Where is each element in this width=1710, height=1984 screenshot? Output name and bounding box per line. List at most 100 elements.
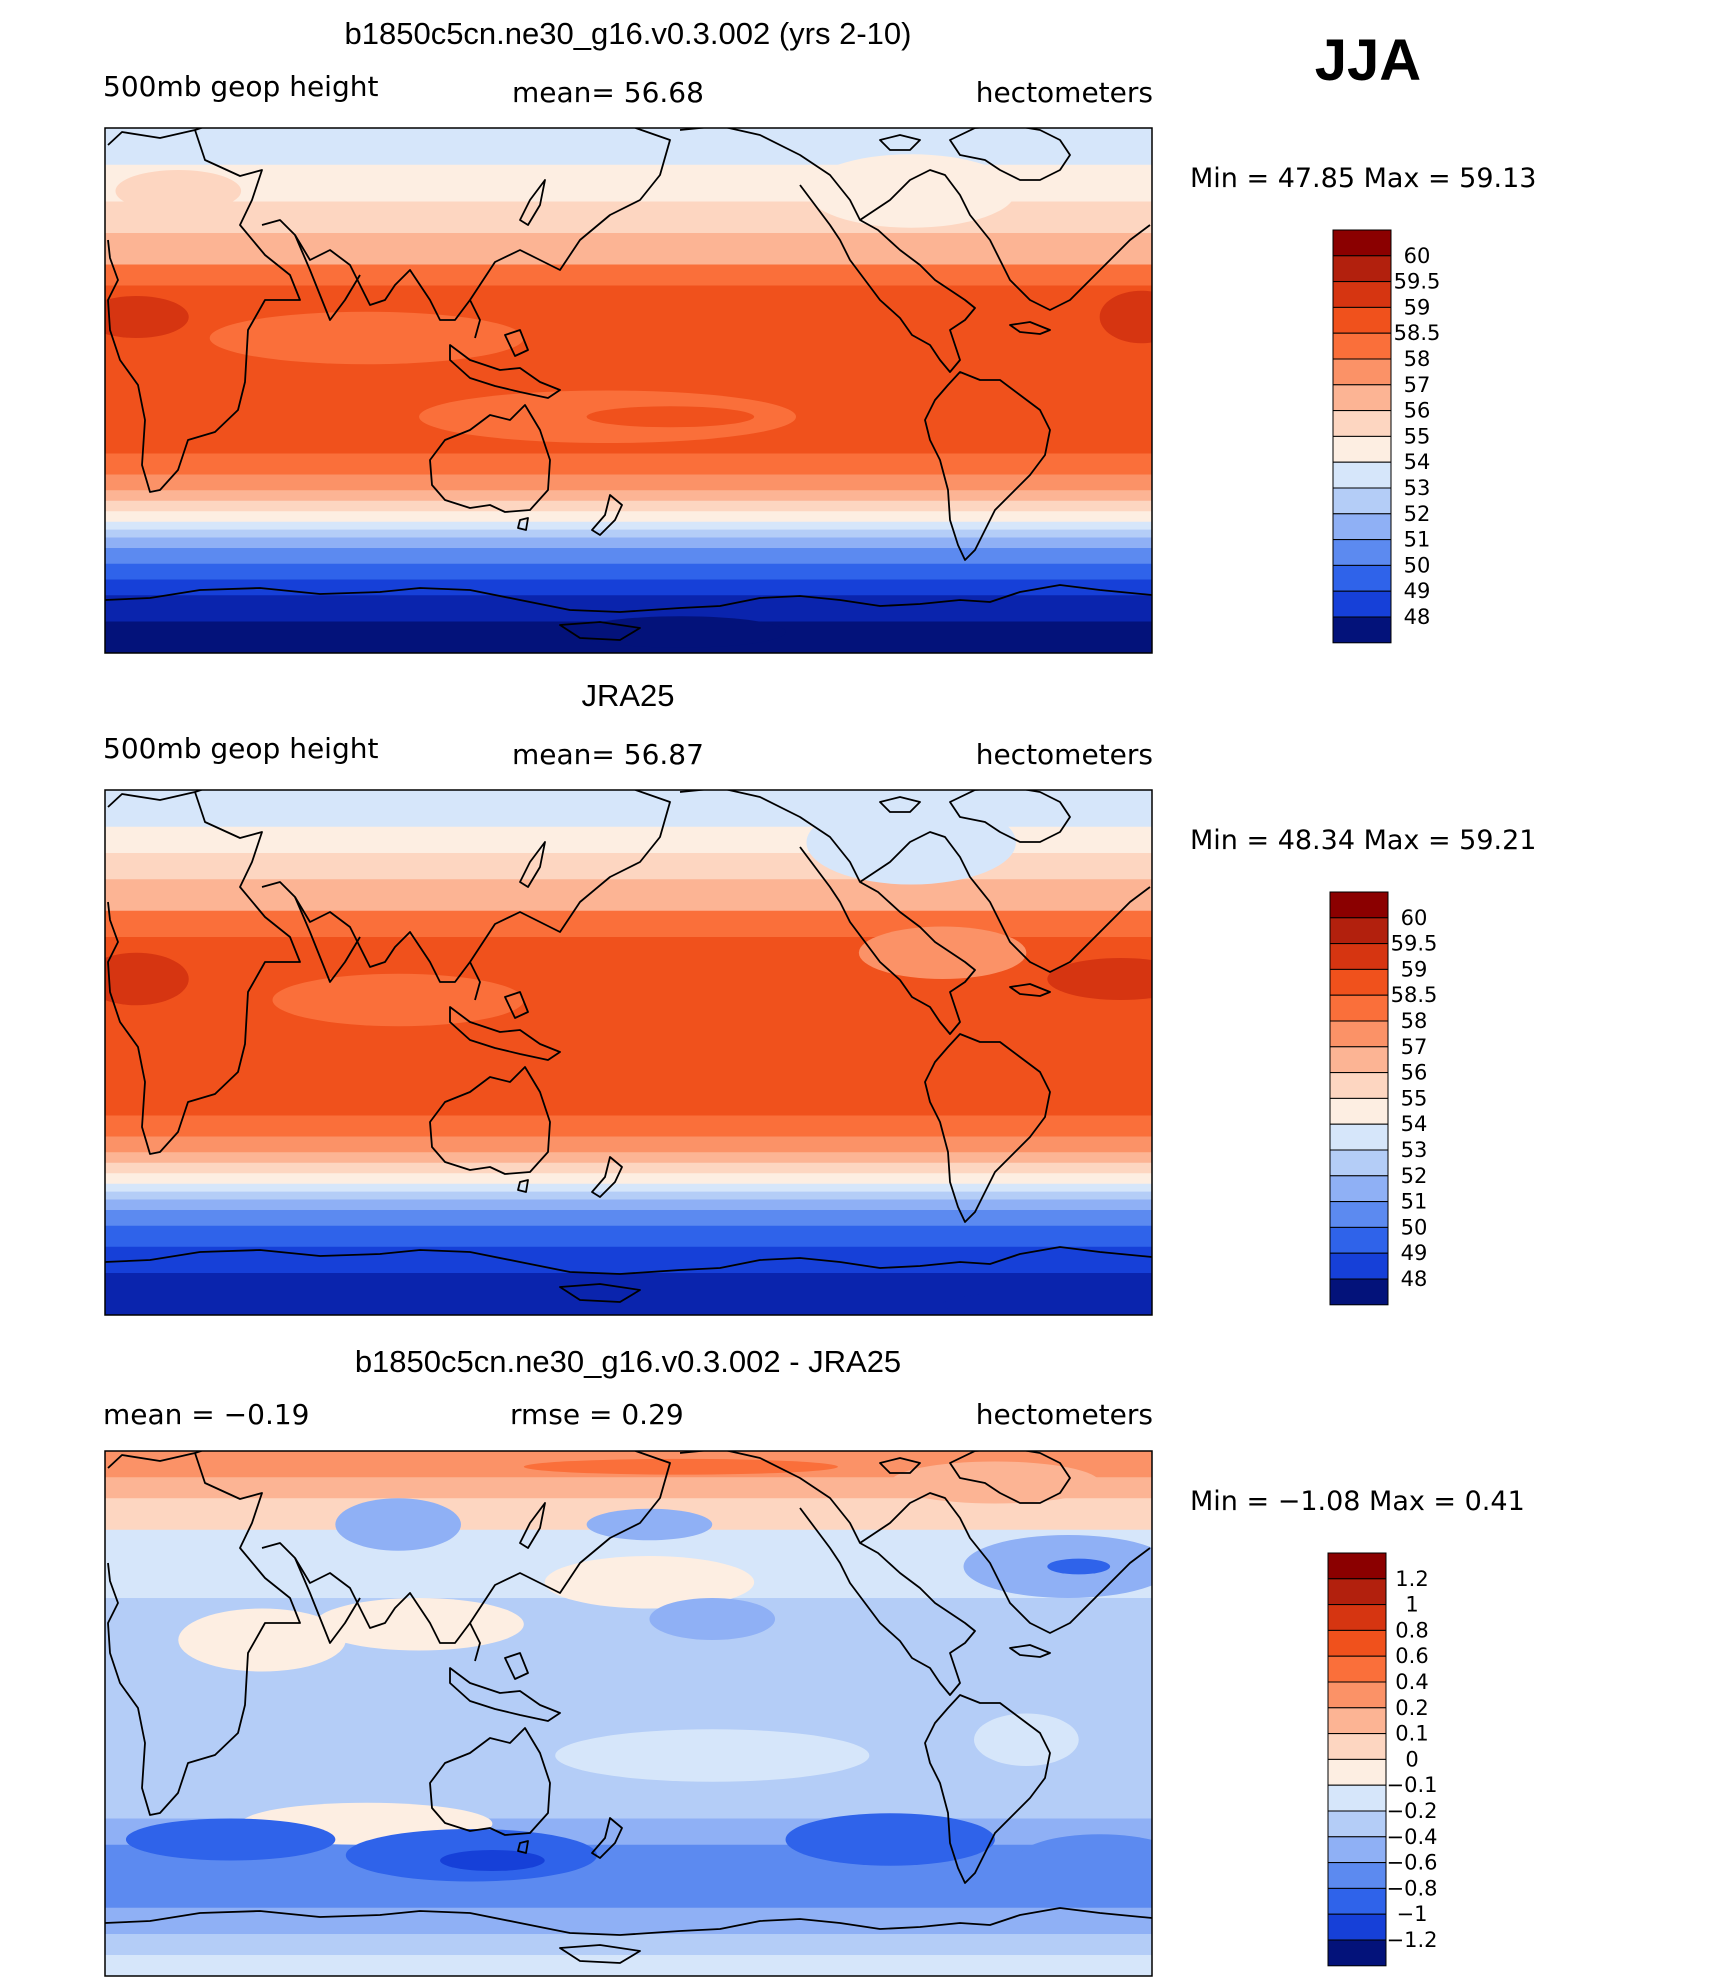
contour-region (890, 1461, 1100, 1504)
colorbar-box (1327, 1887, 1387, 1915)
colorbar-label: 1.2 (1395, 1567, 1428, 1591)
contour-band (105, 1934, 1152, 1956)
colorbar-box (1327, 1939, 1387, 1967)
colorbar-label: 59 (1401, 957, 1428, 981)
colorbar-box (1329, 943, 1389, 970)
colorbar-box (1329, 1072, 1389, 1099)
colorbar-label: 50 (1401, 1215, 1428, 1239)
colorbar-box (1332, 435, 1392, 463)
colorbar-box (1332, 255, 1392, 283)
contour-region (974, 1713, 1079, 1766)
panel-observations (104, 789, 1153, 1316)
panel-mean-label: mean = −0.19 (103, 1398, 309, 1431)
colorbar-box (1329, 1278, 1389, 1306)
colorbar-box (1329, 1097, 1389, 1125)
colorbar-label: 57 (1404, 373, 1431, 397)
panel-units-label: hectometers (976, 738, 1153, 771)
contour-band (105, 511, 1152, 523)
contour-band (105, 264, 1152, 287)
contour-region (586, 406, 755, 428)
colorbar-label: 58 (1401, 1009, 1428, 1033)
contour-band (105, 128, 1152, 166)
contour-band (105, 879, 1152, 912)
colorbar-box (1329, 1149, 1389, 1177)
colorbar-box (1327, 1784, 1387, 1812)
contour-band (105, 1199, 1152, 1211)
colorbar-label: 50 (1404, 553, 1431, 577)
contour-band (105, 1152, 1152, 1164)
panel-units-label: hectometers (976, 1398, 1153, 1431)
colorbar-label: 60 (1401, 906, 1428, 930)
contour-band (105, 529, 1152, 539)
panel-model (104, 127, 1153, 654)
contour-band (105, 1477, 1152, 1500)
colorbar-box (1327, 1810, 1387, 1838)
colorbar-box (1327, 1578, 1387, 1606)
colorbar-label: 0.6 (1395, 1644, 1428, 1668)
contour-region (555, 1729, 870, 1782)
contour-region (806, 800, 1016, 885)
contour-region (1047, 1558, 1111, 1575)
colorbar-box (1329, 1226, 1389, 1254)
contour-region (105, 296, 189, 338)
panel-units-label: hectometers (976, 76, 1153, 109)
colorbar-label: 49 (1401, 1241, 1428, 1265)
colorbar-box (1329, 1123, 1389, 1151)
contour-region (586, 1508, 713, 1541)
contour-band (105, 453, 1152, 476)
map-field (105, 128, 1152, 653)
colorbar-label: 0 (1405, 1747, 1418, 1771)
colorbar-difference: 1.210.80.60.40.20.10−0.1−0.2−0.4−0.6−0.8… (1327, 1552, 1438, 1967)
contour-region (440, 1850, 545, 1871)
colorbar-box (1332, 281, 1392, 308)
contour-region (178, 1608, 346, 1672)
colorbar-box (1327, 1681, 1387, 1709)
colorbar-label: −1 (1397, 1902, 1428, 1926)
contour-region (335, 1498, 461, 1551)
contour-band (105, 1136, 1152, 1154)
panel-variable-label: 500mb geop height (103, 70, 378, 103)
colorbar-box (1329, 891, 1389, 919)
contour-band (105, 1162, 1152, 1175)
colorbar-label: 58 (1404, 347, 1431, 371)
contour-band (105, 1115, 1152, 1138)
colorbar-box (1327, 1836, 1387, 1864)
colorbar-label: 59.5 (1391, 932, 1438, 956)
colorbar-label: 0.8 (1395, 1618, 1428, 1642)
colorbar-box (1329, 1046, 1389, 1074)
contour-region (806, 154, 1016, 228)
map-frame (104, 127, 1153, 654)
season-label: JJA (1315, 28, 1421, 93)
contour-region (125, 1818, 336, 1861)
contour-band (105, 548, 1152, 565)
contour-region (544, 1556, 755, 1609)
colorbar-box (1329, 1020, 1389, 1048)
colorbar-label: 59.5 (1394, 270, 1441, 294)
colorbar-label: 48 (1401, 1267, 1428, 1291)
colorbar-label: 58.5 (1394, 321, 1441, 345)
contour-band (105, 233, 1152, 266)
colorbar-label: 52 (1401, 1164, 1428, 1188)
colorbar-label: −0.6 (1387, 1851, 1438, 1875)
colorbar-box (1327, 1758, 1387, 1786)
colorbar-label: −0.1 (1387, 1773, 1438, 1797)
panel-minmax-label: Min = 48.34 Max = 59.21 (1190, 825, 1536, 856)
colorbar-label: −1.2 (1387, 1928, 1438, 1952)
colorbar-box (1332, 410, 1392, 437)
contour-region (576, 616, 786, 648)
panel-variable-label: 500mb geop height (103, 732, 378, 765)
colorbar-box (1332, 564, 1392, 592)
contour-region (649, 1598, 776, 1640)
contour-band (105, 1210, 1152, 1227)
contour-region (1015, 1834, 1152, 1887)
map-field (105, 790, 1152, 1315)
panel-title: b1850c5cn.ne30_g16.v0.3.002 - JRA25 (355, 1344, 901, 1379)
contour-region (115, 170, 242, 212)
contour-region (942, 1288, 1152, 1315)
contour-band (105, 563, 1152, 581)
map-frame (104, 1450, 1153, 1977)
colorbar-label: 51 (1401, 1190, 1428, 1214)
colorbar-box (1327, 1862, 1387, 1889)
